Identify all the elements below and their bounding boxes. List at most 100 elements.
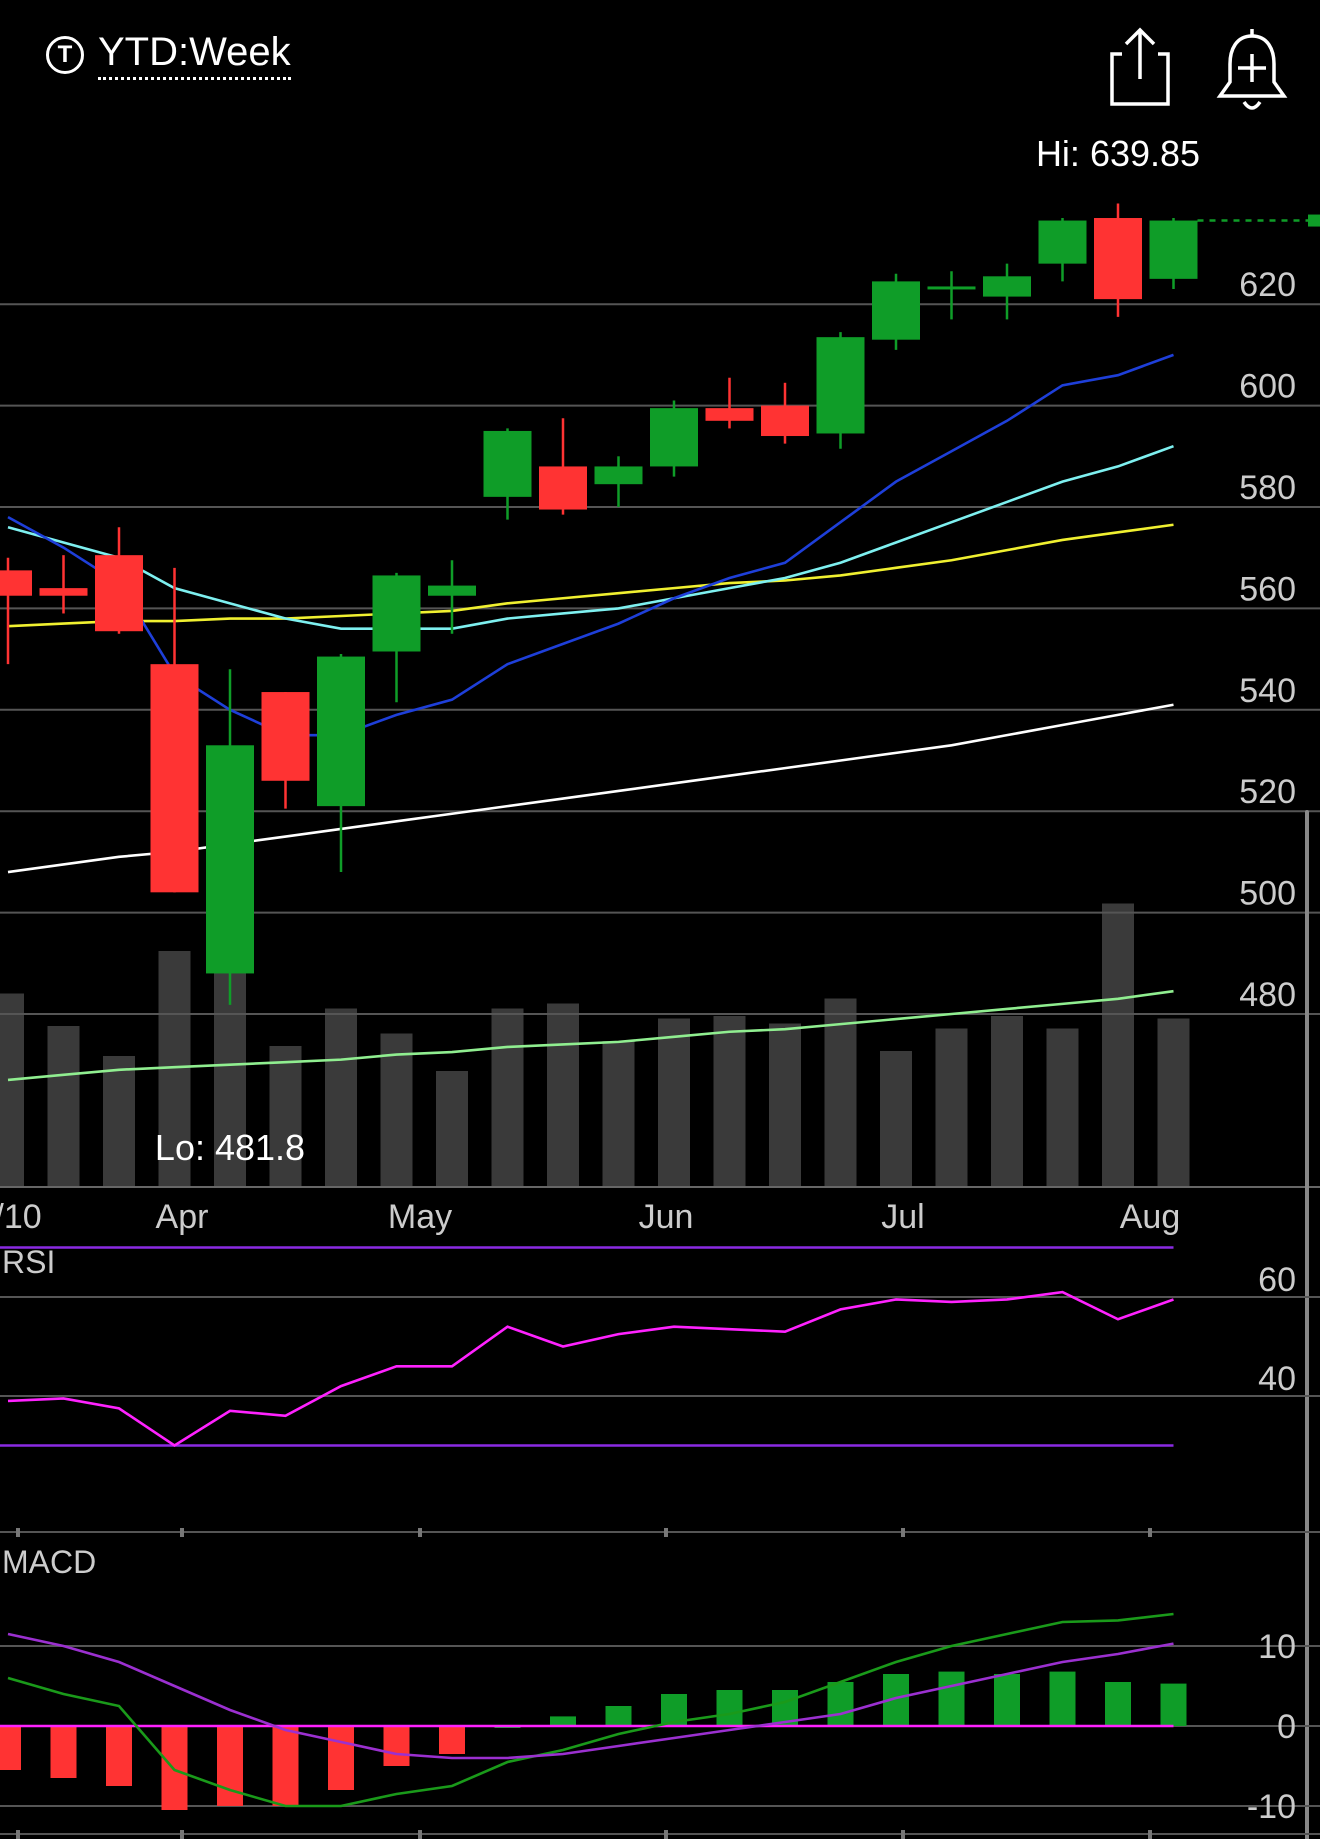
- volume-bar: [269, 1046, 302, 1186]
- macd-histogram-bar: [1160, 1683, 1187, 1726]
- macd-axis-label: 0: [1277, 1708, 1296, 1746]
- price-axis-label: 580: [1239, 469, 1296, 507]
- volume-bar: [436, 1071, 468, 1186]
- low-label: Lo: 481.8: [155, 1127, 305, 1168]
- macd-histogram-bar: [605, 1706, 632, 1726]
- volume-bar: [491, 1008, 524, 1186]
- candle-body: [428, 585, 476, 596]
- macd-histogram-bar: [716, 1690, 743, 1726]
- high-label: Hi: 639.85: [1036, 133, 1200, 174]
- candle-body: [650, 408, 698, 467]
- volume-bar: [1046, 1028, 1079, 1186]
- macd-histogram-bar: [217, 1726, 243, 1806]
- macd-histogram-bar: [161, 1726, 188, 1810]
- volume-bar: [0, 993, 24, 1186]
- bell-plus-icon: [1216, 29, 1288, 110]
- last-price-marker: [1308, 214, 1320, 227]
- candle-body: [372, 575, 421, 652]
- rsi-axis-label: 40: [1258, 1360, 1296, 1398]
- candle-body: [1094, 218, 1142, 300]
- share-icon: [1110, 27, 1170, 106]
- macd-signal-line: [7, 1632, 1174, 1760]
- candle-body: [206, 745, 254, 974]
- volume-bar: [325, 1008, 357, 1186]
- candle-body: [927, 286, 976, 290]
- macd-histogram-bar: [439, 1726, 465, 1754]
- date-axis-label: May: [388, 1198, 452, 1236]
- macd-histogram-bar: [994, 1674, 1020, 1726]
- candle-body: [761, 405, 809, 437]
- volume-bar: [769, 1023, 801, 1186]
- macd-histogram-bar: [383, 1726, 410, 1766]
- rsi-line: [7, 1290, 1174, 1448]
- share-button[interactable]: [1102, 24, 1182, 114]
- rsi-label: RSI: [2, 1244, 56, 1280]
- macd-axis-label: -10: [1247, 1788, 1296, 1826]
- volume-bar: [380, 1033, 413, 1186]
- macd-histogram-bar: [272, 1726, 299, 1806]
- candle-body: [95, 555, 143, 632]
- volume-bar: [1102, 903, 1134, 1186]
- ema-fast-line: [7, 353, 1174, 737]
- date-axis-label: Jul: [881, 1198, 924, 1236]
- date-axis-label: /10: [0, 1198, 42, 1236]
- sma-200-line: [7, 989, 1174, 1082]
- price-axis-label: 600: [1239, 368, 1296, 406]
- candle-body: [483, 430, 532, 497]
- volume-bar: [658, 1018, 690, 1186]
- volume-bar: [47, 1026, 80, 1186]
- candle-body: [539, 466, 587, 510]
- volume-bar: [602, 1041, 635, 1186]
- sma-long-line: [7, 703, 1174, 874]
- price-axis-label: 540: [1239, 672, 1296, 710]
- volume-bar: [991, 1016, 1023, 1186]
- date-axis-label: Apr: [156, 1198, 209, 1236]
- macd-histogram-bar: [827, 1682, 854, 1726]
- candle-body: [983, 276, 1031, 297]
- price-axis-label: 620: [1239, 266, 1296, 304]
- candle-body: [705, 408, 754, 421]
- macd-histogram-bar: [1049, 1671, 1076, 1726]
- macd-label: MACD: [2, 1544, 97, 1580]
- candle-body: [1038, 220, 1087, 264]
- price-axis-label: 560: [1239, 570, 1296, 608]
- macd-histogram-bar: [50, 1726, 77, 1778]
- timer-icon: T: [46, 36, 84, 74]
- date-axis-label: Aug: [1120, 1198, 1181, 1236]
- volume-bar: [713, 1016, 746, 1186]
- candle-body: [816, 337, 865, 434]
- volume-bar: [824, 998, 857, 1186]
- candle-body: [150, 664, 199, 893]
- price-axis-label: 500: [1239, 875, 1296, 913]
- candle-body: [317, 656, 365, 807]
- candle-body: [39, 588, 88, 596]
- volume-bar: [935, 1028, 968, 1186]
- volume-bar: [103, 1056, 135, 1186]
- volume-bar: [1157, 1018, 1190, 1186]
- macd-histogram-bar: [1105, 1682, 1131, 1726]
- date-axis-label: Jun: [639, 1198, 694, 1236]
- macd-histogram-bar: [550, 1716, 576, 1726]
- sma-mid-line: [7, 523, 1174, 628]
- candle-body: [261, 692, 310, 781]
- add-alert-button[interactable]: [1212, 24, 1292, 114]
- rsi-axis-label: 60: [1258, 1261, 1296, 1299]
- candle-body: [872, 281, 920, 340]
- macd-axis-label: 10: [1258, 1628, 1296, 1666]
- period-label: YTD:Week: [98, 30, 291, 80]
- macd-histogram-bar: [0, 1726, 21, 1770]
- candle-body: [1149, 220, 1198, 279]
- candle-body: [0, 570, 32, 596]
- macd-line: [7, 1612, 1174, 1808]
- candle-body: [594, 466, 643, 485]
- ema-mid-line: [7, 444, 1174, 630]
- volume-bar: [880, 1051, 912, 1186]
- price-axis-label: 520: [1239, 773, 1296, 811]
- period-selector[interactable]: T YTD:Week: [46, 30, 291, 80]
- macd-histogram-bar: [106, 1726, 132, 1786]
- price-axis-label: 480: [1239, 976, 1296, 1014]
- volume-bar: [547, 1003, 579, 1186]
- macd-histogram-bar: [938, 1671, 965, 1726]
- macd-histogram-bar: [328, 1726, 354, 1790]
